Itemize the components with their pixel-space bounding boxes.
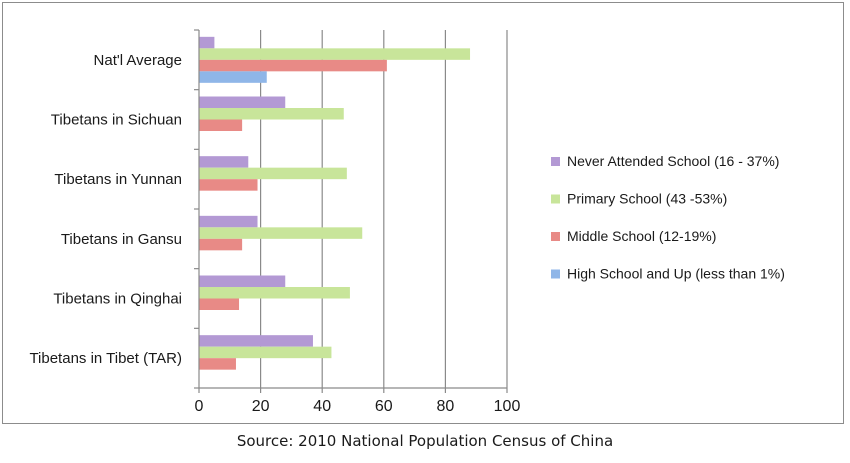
legend-label: Never Attended School (16 - 37%) [567, 153, 779, 169]
category-label: Nat'l Average [94, 52, 182, 69]
axis [194, 29, 508, 393]
x-tick-label: 80 [437, 398, 455, 415]
category-label: Tibetans in Yunnan [54, 171, 182, 188]
bar [199, 238, 243, 251]
bar [199, 358, 236, 370]
legend-swatch [551, 232, 560, 241]
category-labels: Nat'l Average Tibetans in Sichuan Tibetans… [29, 52, 182, 367]
bars [199, 36, 471, 370]
bar [199, 335, 313, 347]
x-tick-label: 0 [195, 398, 204, 415]
bar [199, 48, 471, 60]
bar [199, 346, 332, 359]
bar [199, 179, 258, 191]
bar [199, 71, 267, 83]
x-tick-label: 20 [252, 398, 270, 415]
source-note: Source: 2010 National Population Census … [236, 432, 614, 450]
bar [199, 119, 243, 131]
bar [199, 59, 387, 72]
bar [199, 96, 286, 108]
bar [199, 275, 286, 287]
legend-label: Middle School (12-19%) [567, 228, 716, 244]
legend-label: High School and Up (less than 1%) [567, 266, 785, 282]
category-label: Tibetans in Tibet (TAR) [29, 350, 182, 367]
x-tick-label: 60 [375, 398, 393, 415]
bar [199, 36, 215, 49]
category-label: Tibetans in Gansu [61, 231, 182, 248]
tick-labels: 0 20 40 60 80 100 [195, 398, 521, 415]
legend-swatch [551, 269, 560, 279]
chart-frame [2, 2, 844, 424]
category-label: Tibetans in Qinghai [53, 291, 182, 308]
bar [199, 298, 240, 310]
legend-label: Primary School (43 -53%) [567, 191, 727, 207]
bar [199, 156, 249, 168]
x-tick-label: 100 [494, 398, 521, 415]
x-tick-label: 40 [313, 398, 331, 415]
bar [199, 227, 363, 239]
bar [199, 108, 344, 120]
legend: Never Attended School (16 - 37%) Primary … [551, 153, 785, 282]
legend-swatch [551, 194, 560, 204]
category-label: Tibetans in Sichuan [51, 112, 182, 129]
legend-swatch [551, 157, 560, 166]
bar [199, 215, 258, 228]
bar [199, 167, 347, 180]
bar [199, 287, 350, 299]
gridlines [260, 30, 508, 388]
